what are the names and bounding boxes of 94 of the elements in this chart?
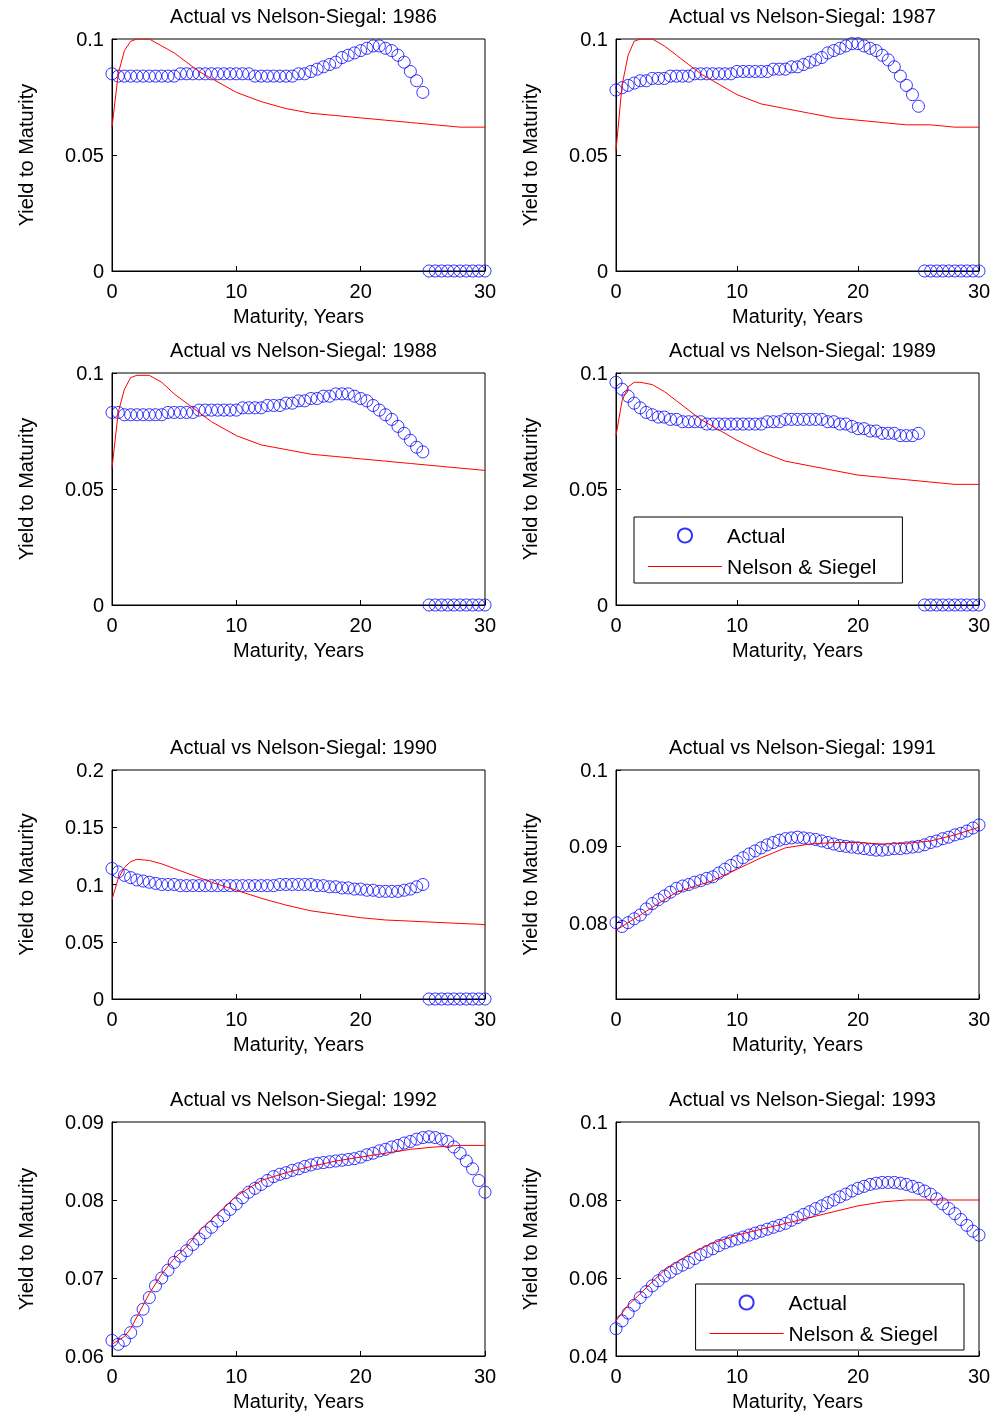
- x-tick-label: 30: [967, 280, 991, 302]
- y-tick-label: 0.06: [65, 1345, 104, 1367]
- x-tick-label: 0: [106, 1008, 118, 1030]
- line-series: [615, 381, 980, 485]
- x-tick-label: 0: [610, 280, 622, 302]
- chart-title: Actual vs Nelson-Siegal: 1993: [669, 1088, 936, 1110]
- y-axis-title: Yield to Maturity: [519, 1167, 541, 1311]
- x-tick-label: 20: [349, 1365, 372, 1387]
- x-axis-title: Maturity, Years: [732, 1390, 863, 1412]
- y-axis-title: Yield to Maturity: [519, 83, 541, 227]
- y-tick-label: 0.1: [76, 873, 104, 896]
- y-tick-label: 0.07: [65, 1267, 104, 1289]
- y-tick-label: 0: [92, 594, 104, 616]
- x-tick-label: 20: [846, 1008, 870, 1030]
- legend-label: Actual: [788, 1291, 847, 1314]
- x-tick-label: 30: [967, 614, 991, 636]
- x-axis-title: Maturity, Years: [732, 639, 863, 661]
- line-series: [111, 858, 486, 926]
- y-axis-title: Yield to Maturity: [15, 1167, 37, 1311]
- x-axis-title: Maturity, Years: [732, 1033, 863, 1055]
- x-axis-title: Maturity, Years: [233, 1033, 364, 1055]
- y-tick-label: 0.08: [569, 1189, 608, 1211]
- y-tick-label: 0.09: [65, 1111, 104, 1133]
- y-tick-label: 0.08: [65, 1189, 104, 1211]
- chart-title: Actual vs Nelson-Siegal: 1987: [669, 5, 936, 27]
- y-tick-label: 0.2: [76, 759, 104, 781]
- y-tick-label: 0.05: [65, 478, 104, 500]
- y-tick-label: 0.04: [569, 1345, 608, 1367]
- x-tick-label: 20: [349, 280, 372, 302]
- x-tick-label: 0: [106, 280, 118, 302]
- y-tick-label: 0.09: [569, 835, 608, 858]
- x-tick-label: 10: [725, 614, 749, 636]
- y-tick-label: 0: [596, 260, 608, 282]
- chart-title: Actual vs Nelson-Siegal: 1990: [170, 736, 437, 758]
- x-tick-label: 30: [967, 1008, 991, 1030]
- x-tick-label: 20: [846, 1365, 870, 1387]
- chart-title: Actual vs Nelson-Siegal: 1991: [669, 736, 936, 758]
- x-tick-label: 10: [225, 614, 248, 636]
- x-tick-label: 30: [473, 1008, 497, 1030]
- legend-label: Actual: [727, 524, 786, 547]
- y-tick-label: 0.1: [76, 28, 104, 50]
- x-tick-label: 20: [349, 614, 372, 636]
- line-series: [615, 38, 980, 151]
- y-axis-title: Yield to Maturity: [519, 813, 541, 956]
- x-tick-label: 20: [349, 1008, 372, 1030]
- chart-title: Actual vs Nelson-Siegal: 1986: [170, 5, 437, 27]
- y-tick-label: 0: [92, 988, 104, 1010]
- x-axis-title: Maturity, Years: [233, 1390, 364, 1412]
- y-tick-label: 0.1: [580, 28, 608, 50]
- y-tick-label: 0.05: [569, 144, 608, 166]
- x-tick-label: 30: [967, 1365, 991, 1387]
- chart-title: Actual vs Nelson-Siegal: 1992: [170, 1088, 437, 1110]
- x-axis-title: Maturity, Years: [233, 305, 364, 327]
- legend-label: Nelson & Siegel: [727, 555, 877, 578]
- x-tick-label: 10: [725, 1365, 749, 1387]
- y-axis-title: Yield to Maturity: [15, 83, 37, 227]
- x-axis-title: Maturity, Years: [233, 639, 364, 661]
- chart-title: Actual vs Nelson-Siegal: 1988: [170, 339, 437, 361]
- y-tick-label: 0.1: [580, 759, 608, 781]
- x-tick-label: 30: [473, 614, 497, 636]
- x-axis-title: Maturity, Years: [732, 305, 863, 327]
- y-tick-label: 0.1: [76, 362, 104, 384]
- x-tick-label: 10: [225, 280, 248, 302]
- x-tick-label: 10: [725, 280, 749, 302]
- y-tick-label: 0.15: [65, 816, 104, 839]
- y-tick-label: 0.05: [569, 478, 608, 500]
- x-tick-label: 30: [473, 1365, 497, 1387]
- line-series: [615, 1199, 980, 1322]
- y-tick-label: 0: [596, 594, 608, 616]
- y-axis-title: Yield to Maturity: [519, 417, 541, 561]
- x-tick-label: 0: [106, 1365, 118, 1387]
- y-tick-label: 0.1: [580, 1111, 608, 1133]
- x-tick-label: 20: [846, 280, 870, 302]
- x-tick-label: 0: [610, 1365, 622, 1387]
- x-tick-label: 0: [106, 614, 118, 636]
- y-tick-label: 0.1: [580, 362, 608, 384]
- y-tick-label: 0.05: [65, 930, 104, 953]
- y-axis-title: Yield to Maturity: [15, 417, 37, 561]
- y-tick-label: 0.05: [65, 144, 104, 166]
- y-tick-label: 0.08: [569, 911, 608, 934]
- legend-label: Nelson & Siegel: [788, 1322, 938, 1345]
- x-tick-label: 30: [473, 280, 497, 302]
- x-tick-label: 0: [610, 1008, 622, 1030]
- y-tick-label: 0: [92, 260, 104, 282]
- chart-title: Actual vs Nelson-Siegal: 1989: [669, 339, 936, 361]
- line-series: [111, 38, 486, 128]
- x-tick-label: 10: [725, 1008, 749, 1030]
- line-series: [111, 374, 486, 471]
- x-tick-label: 10: [225, 1008, 248, 1030]
- x-tick-label: 20: [846, 614, 870, 636]
- x-tick-label: 0: [610, 614, 622, 636]
- y-tick-label: 0.06: [569, 1267, 608, 1289]
- x-tick-label: 10: [225, 1365, 248, 1387]
- y-axis-title: Yield to Maturity: [15, 813, 37, 956]
